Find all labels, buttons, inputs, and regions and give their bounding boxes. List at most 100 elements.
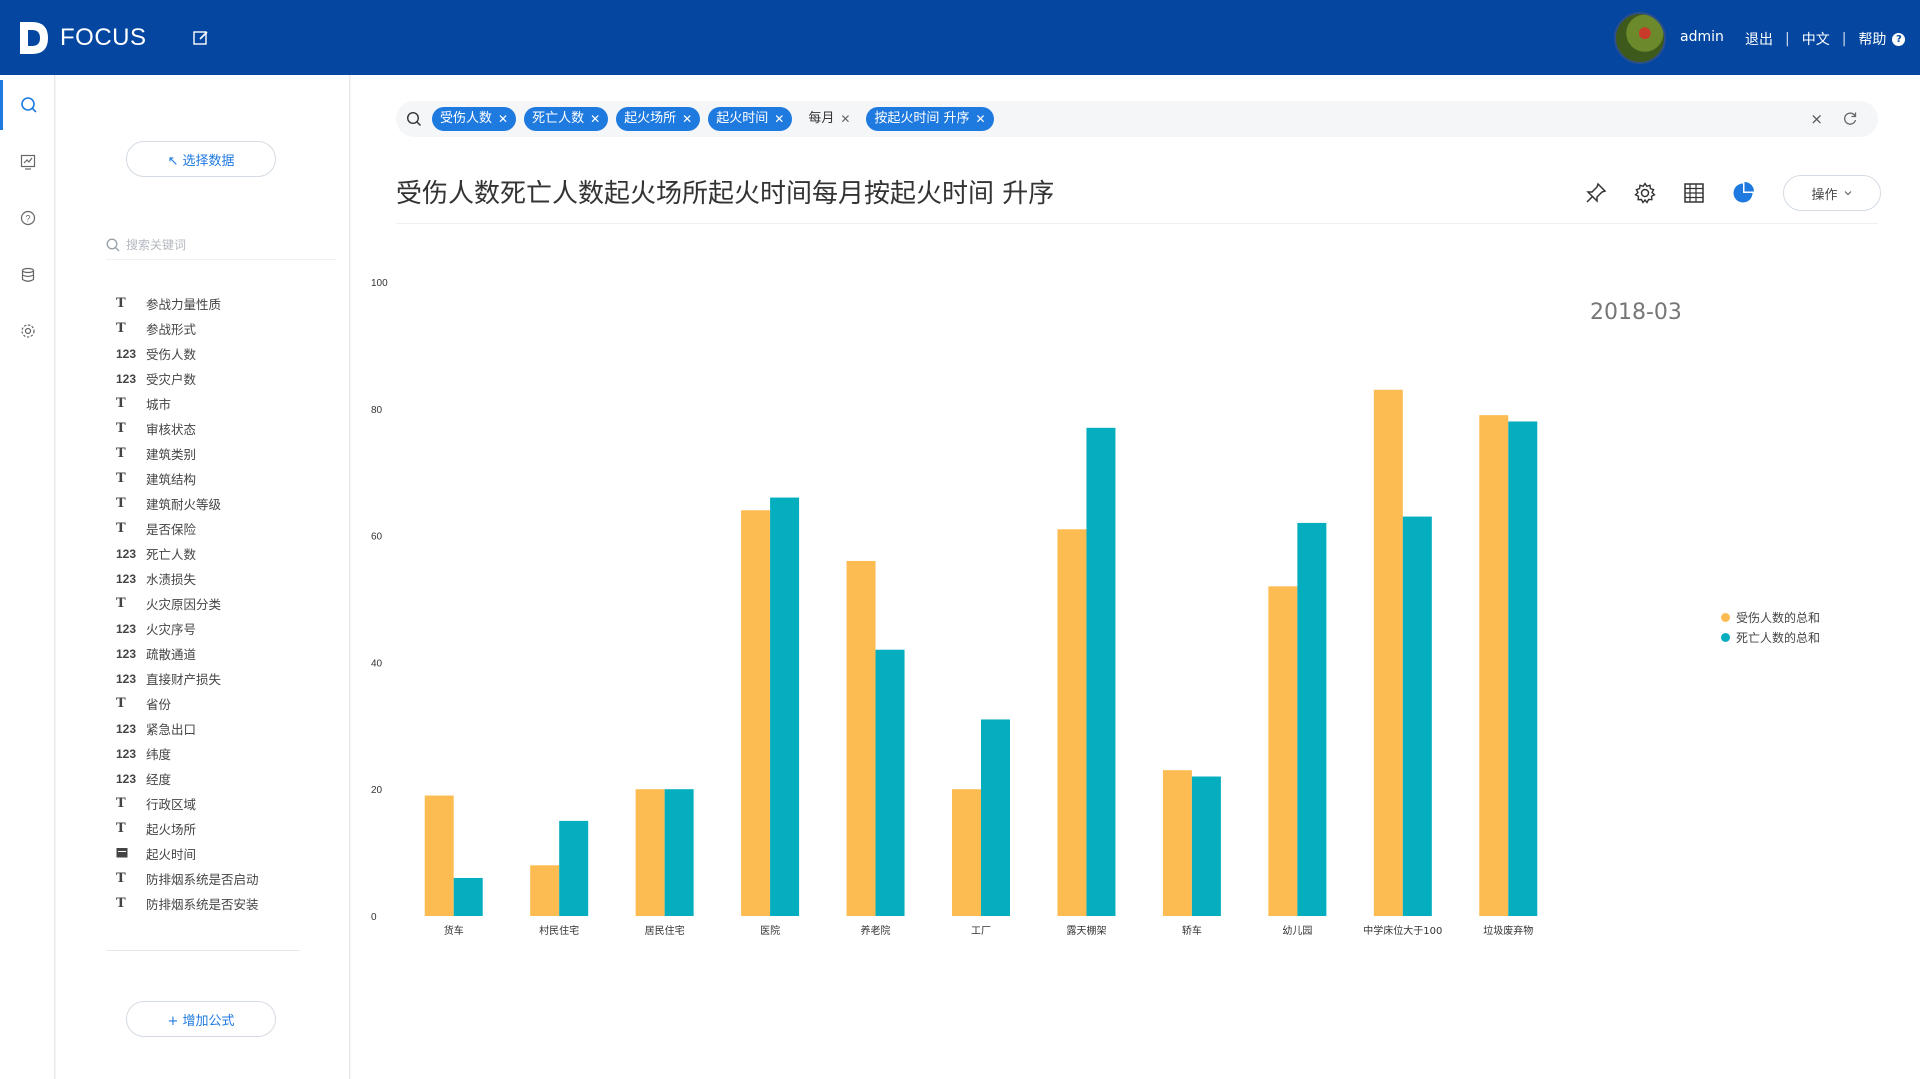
avatar[interactable] [1614, 12, 1666, 64]
bar[interactable] [1086, 427, 1116, 916]
logout-link[interactable]: 退出 [1745, 32, 1773, 48]
edit-icon[interactable] [192, 29, 210, 47]
bar[interactable] [770, 497, 800, 916]
settings-button[interactable] [1630, 178, 1660, 208]
field-panel: ↖ 选择数据 搜索关键词 T 参战力量性质 T 参战形式 123 受伤人数 123 受灾户数 T… [56, 75, 350, 1079]
field-item[interactable]: 123 受伤人数 [116, 341, 336, 366]
query-tag[interactable]: 死亡人数 ✕ [524, 107, 609, 131]
bar[interactable] [1268, 586, 1298, 916]
field-item[interactable]: T 建筑结构 [116, 466, 336, 491]
field-name: 行政区域 [146, 797, 197, 812]
field-item[interactable]: 123 水渍损失 [116, 566, 336, 591]
bar[interactable] [1373, 389, 1403, 916]
rail-dashboard[interactable] [0, 137, 55, 187]
clear-query-icon[interactable]: × [1810, 110, 1823, 128]
numeric-type-icon: 123 [116, 646, 137, 661]
rail-search[interactable] [0, 80, 55, 130]
field-item[interactable]: T 行政区域 [116, 791, 336, 816]
bar[interactable] [1057, 529, 1087, 916]
field-item[interactable]: 123 经度 [116, 766, 336, 791]
username[interactable]: admin [1680, 29, 1724, 45]
add-formula-button[interactable]: + 增加公式 [126, 1001, 276, 1037]
query-tag-label: 起火场所 [624, 111, 677, 126]
field-item[interactable]: T 审核状态 [116, 416, 336, 441]
field-item[interactable]: T 参战力量性质 [116, 291, 336, 316]
bar[interactable] [1297, 522, 1327, 916]
query-tag[interactable]: 每月 ✕ [800, 107, 858, 131]
query-tag[interactable]: 起火时间 ✕ [708, 107, 793, 131]
remove-tag-icon[interactable]: ✕ [975, 112, 986, 126]
pin-button[interactable] [1581, 178, 1611, 208]
field-item[interactable]: T 防排烟系统是否启动 [116, 866, 336, 891]
refresh-icon[interactable] [1842, 110, 1858, 126]
field-name: 水渍损失 [146, 572, 197, 587]
remove-tag-icon[interactable]: ✕ [774, 112, 785, 126]
question-icon: ? [20, 210, 35, 226]
bar[interactable] [1402, 516, 1432, 916]
field-name: 防排烟系统是否启动 [146, 872, 259, 887]
text-type-icon: T [116, 871, 126, 886]
field-item[interactable]: T 参战形式 [116, 316, 336, 341]
remove-tag-icon[interactable]: ✕ [590, 112, 601, 126]
bar[interactable] [1508, 421, 1538, 916]
query-tag[interactable]: 受伤人数 ✕ [432, 107, 517, 131]
rail-database[interactable] [0, 250, 55, 300]
legend-item[interactable]: 受伤人数的总和 [1721, 607, 1820, 627]
bar[interactable] [846, 560, 876, 916]
remove-tag-icon[interactable]: ✕ [498, 112, 509, 126]
numeric-type-icon: 123 [116, 371, 137, 386]
field-item[interactable]: 起火时间 [116, 841, 336, 866]
field-item[interactable]: 123 紧急出口 [116, 716, 336, 741]
legend-item[interactable]: 死亡人数的总和 [1721, 627, 1820, 647]
help-link[interactable]: 帮助 [1858, 32, 1887, 48]
query-tag[interactable]: 按起火时间 升序 ✕ [866, 107, 994, 131]
field-item[interactable]: 123 死亡人数 [116, 541, 336, 566]
chart-type-button[interactable] [1728, 178, 1758, 208]
chart-toolbar: 操作 [1581, 175, 1881, 211]
field-item[interactable]: T 起火场所 [116, 816, 336, 841]
bar[interactable] [530, 865, 560, 916]
field-item[interactable]: T 是否保险 [116, 516, 336, 541]
field-item[interactable]: 123 火灾序号 [116, 616, 336, 641]
focus-logo-icon [20, 22, 48, 54]
bar[interactable] [741, 510, 771, 916]
field-item[interactable]: T 省份 [116, 691, 336, 716]
bar[interactable] [559, 820, 589, 916]
remove-tag-icon[interactable]: ✕ [840, 112, 851, 126]
bar[interactable] [453, 877, 483, 916]
field-item[interactable]: T 建筑耐火等级 [116, 491, 336, 516]
bar[interactable] [424, 795, 454, 916]
separator: | [1841, 31, 1847, 47]
select-data-button[interactable]: ↖ 选择数据 [126, 141, 276, 177]
query-bar[interactable]: 受伤人数 ✕ 死亡人数 ✕ 起火场所 ✕ 起火时间 ✕ 每月 ✕ 按起火时间 升序 ✕ × [396, 101, 1878, 137]
field-search[interactable]: 搜索关键词 [106, 230, 336, 260]
bar[interactable] [875, 649, 905, 916]
bar[interactable] [981, 719, 1010, 916]
bar[interactable] [635, 789, 665, 916]
help-icon[interactable]: ? [1892, 32, 1906, 46]
query-tag[interactable]: 起火场所 ✕ [616, 107, 701, 131]
field-item[interactable]: 123 疏散通道 [116, 641, 336, 666]
search-placeholder: 搜索关键词 [126, 238, 187, 252]
bar[interactable] [1162, 770, 1192, 916]
bar[interactable] [952, 789, 981, 916]
numeric-type-icon: 123 [116, 671, 137, 686]
field-item[interactable]: 123 受灾户数 [116, 366, 336, 391]
field-item[interactable]: T 防排烟系统是否安装 [116, 891, 336, 916]
logo[interactable]: FOCUS [18, 18, 147, 58]
field-item[interactable]: 123 纬度 [116, 741, 336, 766]
remove-tag-icon[interactable]: ✕ [682, 112, 693, 126]
language-link[interactable]: 中文 [1801, 32, 1830, 48]
field-item[interactable]: T 城市 [116, 391, 336, 416]
bar[interactable] [1479, 415, 1509, 916]
bar[interactable] [1191, 776, 1221, 916]
rail-help[interactable]: ? [0, 193, 55, 243]
field-item[interactable]: T 建筑类别 [116, 441, 336, 466]
field-item[interactable]: 123 直接财产损失 [116, 666, 336, 691]
bar[interactable] [664, 789, 694, 916]
field-item[interactable]: T 火灾原因分类 [116, 591, 336, 616]
rail-settings[interactable] [0, 306, 55, 356]
table-view-button[interactable] [1679, 178, 1709, 208]
database-icon [21, 267, 34, 282]
operate-button[interactable]: 操作 [1783, 175, 1881, 211]
